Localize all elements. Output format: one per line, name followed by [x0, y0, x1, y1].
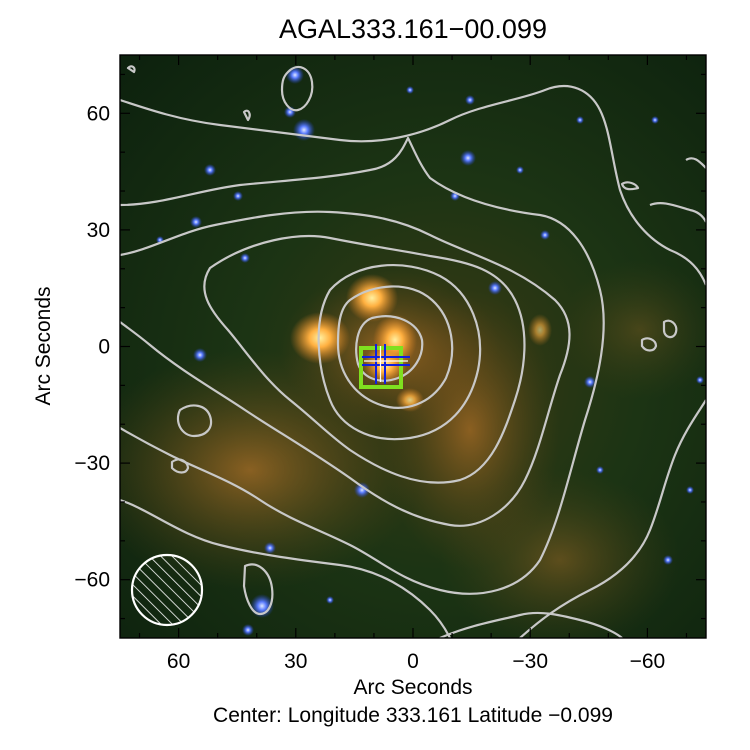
x-axis-label: Arc Seconds — [353, 676, 472, 699]
star-point — [663, 555, 673, 565]
contour-level-6 — [120, 136, 605, 595]
star-point — [406, 86, 414, 94]
contour-small-2 — [176, 404, 213, 438]
x-tick-label: 0 — [407, 650, 419, 673]
star-point — [465, 95, 475, 105]
y-tick-label: 30 — [87, 219, 110, 242]
contour-small-1 — [280, 65, 314, 112]
contour-level-10 — [439, 611, 623, 638]
contour-small-11 — [242, 109, 251, 122]
star-point — [596, 466, 604, 474]
star-point — [242, 624, 254, 636]
source-markers — [359, 344, 410, 389]
axis-ticks — [120, 55, 706, 638]
y-tick-label: 0 — [98, 336, 110, 359]
contour-level-8 — [120, 498, 451, 638]
contour-small-3 — [170, 458, 190, 474]
contour-level-7 — [120, 85, 706, 286]
contour-small-8 — [649, 202, 706, 223]
star-point — [293, 119, 315, 141]
star-point — [233, 191, 243, 201]
x-tick-label: −60 — [630, 650, 666, 673]
star-point — [651, 116, 659, 124]
x-tick-label: −30 — [512, 650, 548, 673]
contour-small-5 — [640, 337, 658, 352]
star-point — [460, 150, 476, 166]
cross-marker — [362, 344, 410, 384]
contour-level-9 — [519, 399, 706, 638]
x-tick-label: 30 — [284, 650, 307, 673]
star-point — [540, 230, 550, 240]
y-axis-label: Arc Seconds — [32, 286, 55, 405]
star-point — [584, 376, 596, 388]
star-point — [686, 486, 694, 494]
contour-innermost — [355, 315, 424, 382]
contour-lines — [120, 65, 706, 638]
star-point — [286, 66, 304, 84]
star-point — [354, 482, 370, 498]
contour-small-4 — [242, 563, 274, 616]
y-tick-label: −60 — [74, 569, 110, 592]
center-caption: Center: Longitude 333.161 Latitude −0.09… — [213, 704, 613, 727]
y-tick-labels: 60 30 0 −30 −60 — [74, 102, 110, 591]
star-point — [516, 166, 524, 174]
contour-small-9 — [685, 157, 706, 169]
star-point — [696, 376, 704, 384]
star-point — [326, 596, 334, 604]
y-tick-label: 60 — [87, 102, 110, 125]
sky-image — [120, 55, 706, 638]
contour-small-10 — [126, 65, 136, 74]
contour-level-2 — [336, 285, 454, 409]
x-tick-labels: 60 30 0 −30 −60 — [167, 650, 665, 673]
star-point — [240, 253, 250, 263]
x-tick-label: 60 — [167, 650, 190, 673]
beam-ellipse — [130, 553, 204, 627]
star-point — [488, 281, 502, 295]
star-point — [576, 116, 584, 124]
contour-small-7 — [620, 181, 640, 191]
contour-level-3 — [317, 264, 482, 441]
star-point — [204, 164, 216, 176]
star-point — [264, 542, 276, 554]
y-tick-label: −30 — [74, 452, 110, 475]
contour-level-4 — [203, 235, 526, 484]
contour-small-6 — [662, 319, 678, 339]
contour-level-5 — [120, 210, 571, 527]
plot-title: AGAL333.161−00.099 — [279, 14, 547, 44]
star-point — [190, 216, 202, 228]
star-point — [193, 348, 207, 362]
